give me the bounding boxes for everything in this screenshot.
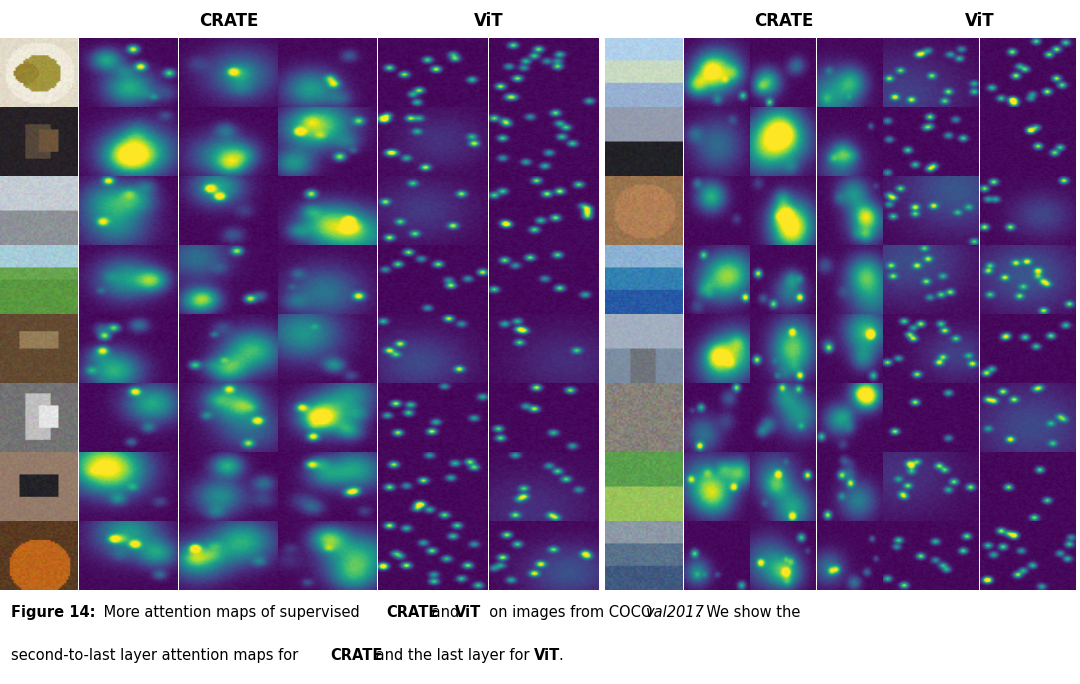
Text: ViT: ViT [456,605,482,620]
Text: and the last layer for: and the last layer for [370,648,534,663]
Text: second-to-last layer attention maps for: second-to-last layer attention maps for [11,648,302,663]
Text: CRATE: CRATE [387,605,438,620]
Text: . We show the: . We show the [697,605,800,620]
Text: val2017: val2017 [646,605,704,620]
Text: on images from COCO: on images from COCO [480,605,657,620]
Text: and: and [427,605,463,620]
Text: CRATE: CRATE [199,12,258,29]
Text: ViT: ViT [964,12,995,29]
Text: ViT: ViT [474,12,503,29]
Text: CRATE: CRATE [330,648,382,663]
Text: .: . [558,648,563,663]
Text: More attention maps of supervised: More attention maps of supervised [98,605,364,620]
Text: CRATE: CRATE [754,12,813,29]
Text: ViT: ViT [534,648,559,663]
Text: Figure 14:: Figure 14: [11,605,95,620]
